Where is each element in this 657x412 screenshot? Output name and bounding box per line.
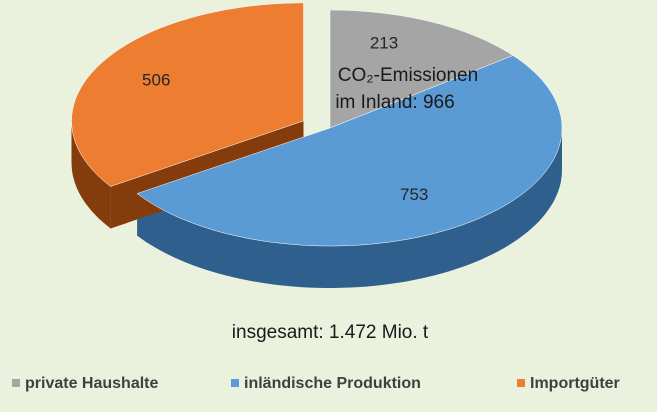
slice-side: [137, 128, 562, 288]
legend-swatch: [517, 379, 525, 387]
slice: [71, 2, 304, 187]
legend-swatch: [231, 379, 239, 387]
slice-side: [71, 120, 111, 229]
data-label: 506: [142, 70, 170, 89]
legend-label: private Haushalte: [25, 375, 158, 392]
slice: [136, 55, 563, 247]
legend-label: Importgüter: [530, 375, 620, 392]
total-label: insgesamt: 1.472 Mio. t: [232, 322, 429, 343]
data-label: 213: [370, 33, 398, 52]
slice: [329, 9, 514, 129]
legend-swatch: [12, 379, 20, 387]
annotation: CO₂-Emissionen: [338, 65, 478, 86]
annotation: im Inland: 966: [335, 92, 454, 113]
legend-label: inländische Produktion: [244, 375, 421, 392]
data-label: 753: [400, 185, 428, 204]
